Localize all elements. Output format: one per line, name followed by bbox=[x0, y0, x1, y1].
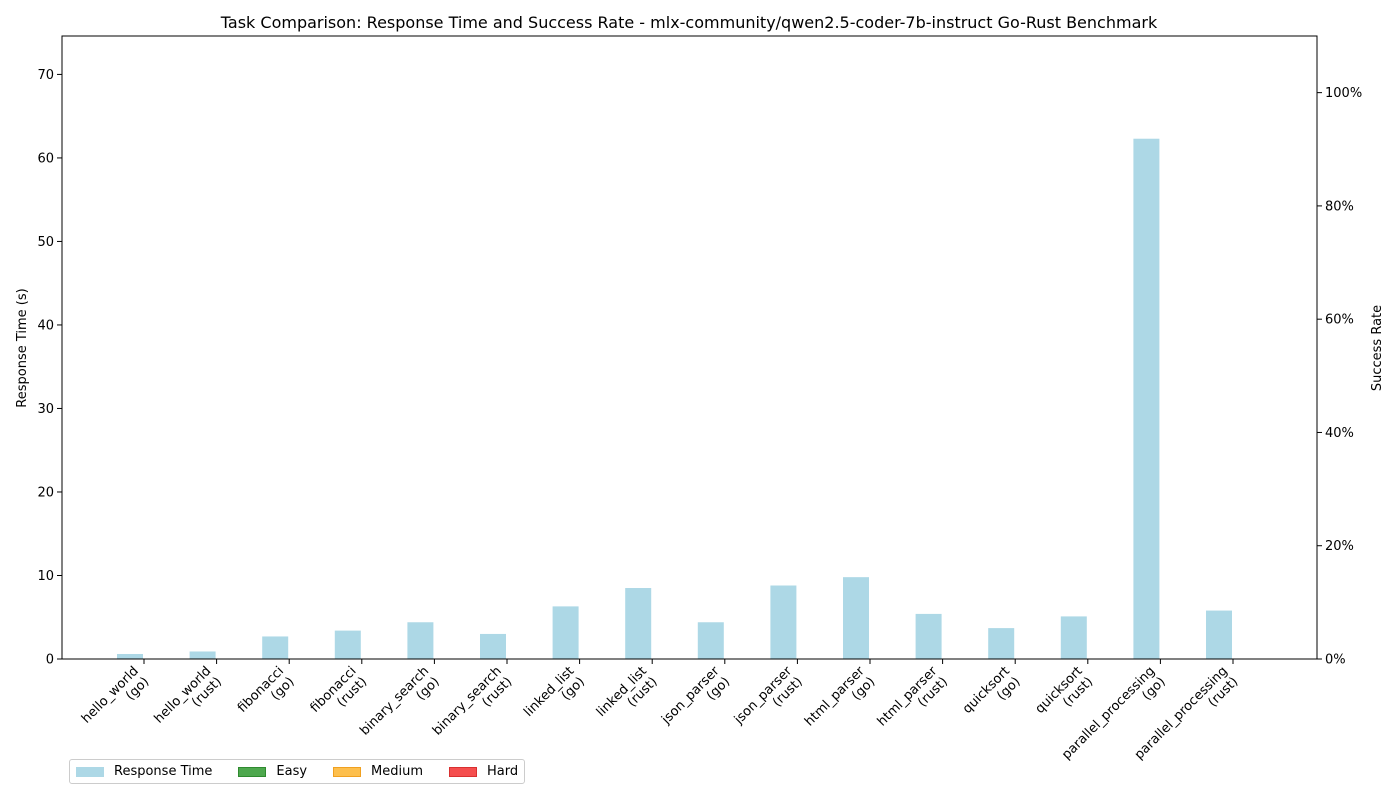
bar-response-time bbox=[262, 636, 289, 659]
x-tick-label: binary_search(go) bbox=[357, 664, 442, 749]
legend-item-hard: Hard bbox=[449, 764, 518, 779]
x-tick-label-text: fibonacci(rust) bbox=[308, 664, 371, 727]
legend-swatch-hard bbox=[449, 766, 478, 777]
x-tick-label-text: json_parser(rust) bbox=[731, 663, 806, 738]
bar-response-time bbox=[552, 606, 579, 659]
legend-item-response-time: Response Time bbox=[76, 764, 212, 779]
y2-tick-label: 60% bbox=[1325, 313, 1354, 328]
x-tick-label: fibonacci(go) bbox=[235, 664, 298, 727]
legend-item-medium: Medium bbox=[333, 764, 423, 779]
x-tick-label: linked_list(go) bbox=[521, 664, 588, 731]
x-tick-label-text: json_parser(go) bbox=[658, 663, 733, 738]
x-tick-label-text: html_parser(rust) bbox=[875, 663, 952, 740]
bar-response-time bbox=[334, 630, 361, 659]
x-tick-label: linked_list(rust) bbox=[594, 664, 661, 731]
bar-response-time bbox=[117, 653, 143, 659]
y-tick-label: 0 bbox=[46, 653, 54, 668]
x-tick-label-text: binary_search(go) bbox=[357, 664, 442, 749]
bar-response-time bbox=[697, 622, 724, 659]
x-tick-label-text: hello_world(rust) bbox=[152, 664, 225, 737]
x-tick-label-text: quicksort(go) bbox=[960, 664, 1024, 728]
bar-response-time bbox=[625, 588, 652, 659]
plot-frame bbox=[61, 35, 1318, 660]
legend-label: Hard bbox=[487, 764, 519, 779]
y-tick-label: 50 bbox=[37, 235, 54, 250]
axes-group: 0 10 20 30 40 50 60 70 0% 20% 40% 60% 80% 100% hello_w… bbox=[37, 35, 1362, 763]
y2-axis-label: Success Rate bbox=[1370, 305, 1385, 391]
y-tick-label: 40 bbox=[37, 318, 54, 333]
x-tick-label-text: quicksort(rust) bbox=[1033, 664, 1097, 728]
y2-tick-label: 100% bbox=[1325, 86, 1362, 101]
y-tick-label: 70 bbox=[37, 68, 54, 83]
y2-tick-label: 0% bbox=[1325, 653, 1346, 668]
x-tick-label-text: hello_world(go) bbox=[79, 664, 152, 737]
legend-swatch-response-time bbox=[76, 766, 104, 777]
y-axis-label: Response Time (s) bbox=[15, 288, 30, 407]
y-tick-label: 60 bbox=[37, 151, 54, 166]
y-tick-label: 10 bbox=[37, 569, 54, 584]
x-tick-label: html_parser(go) bbox=[802, 663, 879, 740]
legend-swatch-medium bbox=[333, 766, 362, 777]
bar-response-time bbox=[843, 577, 869, 659]
bar-response-time bbox=[988, 628, 1015, 659]
legend-label: Response Time bbox=[114, 764, 213, 779]
x-tick-label-text: binary_search(rust) bbox=[430, 664, 515, 749]
x-tick-label: json_parser(rust) bbox=[731, 663, 806, 738]
legend-label: Medium bbox=[371, 764, 424, 779]
legend-item-easy: Easy bbox=[238, 764, 307, 779]
y-tick-label: 30 bbox=[37, 402, 54, 417]
y2-tick-label: 40% bbox=[1325, 426, 1354, 441]
x-tick-label-text: html_parser(go) bbox=[802, 663, 879, 740]
bar-response-time bbox=[407, 622, 434, 659]
bar-response-time bbox=[480, 633, 506, 659]
bar-response-time bbox=[915, 613, 942, 659]
x-tick-label: binary_search(rust) bbox=[430, 664, 515, 749]
x-tick-label: fibonacci(rust) bbox=[308, 664, 371, 727]
y-tick-label: 20 bbox=[37, 485, 54, 500]
x-tick-label: json_parser(go) bbox=[658, 663, 733, 738]
bar-response-time bbox=[1206, 610, 1232, 659]
bar-response-time bbox=[189, 651, 216, 659]
bars-group bbox=[117, 138, 1232, 659]
legend: Response Time Easy Medium Hard bbox=[69, 759, 526, 784]
y2-tick-label: 80% bbox=[1325, 199, 1354, 214]
bar-response-time bbox=[1060, 616, 1087, 659]
chart-title: Task Comparison: Response Time and Succe… bbox=[220, 13, 1158, 32]
x-tick-label: hello_world(go) bbox=[79, 664, 152, 737]
x-tick-label-text: fibonacci(go) bbox=[235, 664, 298, 727]
x-tick-label: quicksort(rust) bbox=[1033, 664, 1097, 728]
legend-label: Easy bbox=[276, 764, 308, 779]
x-tick-label-text: linked_list(rust) bbox=[594, 664, 661, 731]
legend-swatch-easy bbox=[238, 766, 267, 777]
x-tick-label: html_parser(rust) bbox=[875, 663, 952, 740]
x-tick-label: hello_world(rust) bbox=[152, 664, 225, 737]
bar-response-time bbox=[1133, 138, 1160, 659]
y2-tick-label: 20% bbox=[1325, 539, 1354, 554]
bar-response-time bbox=[770, 585, 797, 659]
x-tick-label: quicksort(go) bbox=[960, 664, 1024, 728]
x-tick-label-text: linked_list(go) bbox=[521, 664, 588, 731]
